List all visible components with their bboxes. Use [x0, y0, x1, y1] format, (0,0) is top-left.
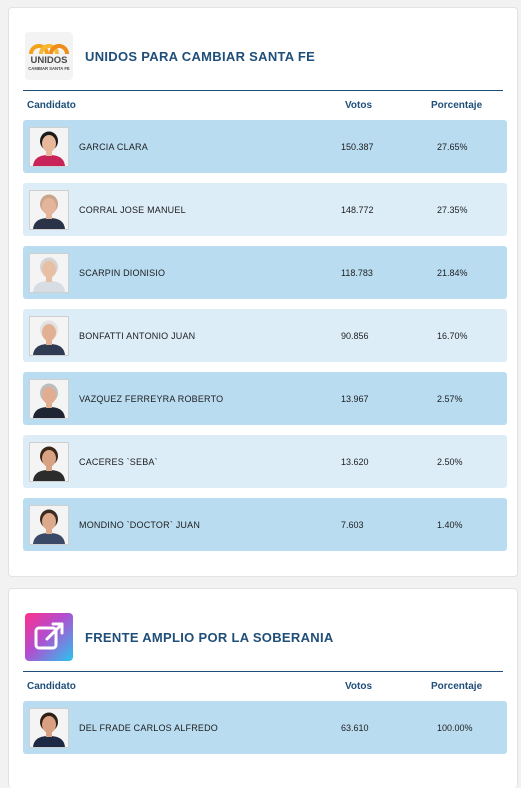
- candidate-name: CORRAL JOSE MANUEL: [79, 204, 186, 215]
- column-header-percent: Porcentaje: [431, 100, 483, 111]
- candidate-votes: 148.772: [341, 204, 374, 215]
- party-name: FRENTE AMPLIO POR LA SOBERANIA: [85, 629, 334, 645]
- candidate-row: CORRAL JOSE MANUEL 148.772 27.35%: [23, 183, 507, 236]
- candidate-percent: 100.00%: [437, 722, 473, 733]
- candidate-votes: 63.610: [341, 722, 369, 733]
- candidate-votes: 150.387: [341, 141, 374, 152]
- candidate-percent: 27.65%: [437, 141, 468, 152]
- svg-text:CAMBIAR SANTA FE: CAMBIAR SANTA FE: [28, 66, 70, 71]
- party-logo: UNIDOS CAMBIAR SANTA FE: [25, 32, 73, 80]
- candidate-row: BONFATTI ANTONIO JUAN 90.856 16.70%: [23, 309, 507, 362]
- candidate-photo: [29, 378, 69, 419]
- divider: [23, 671, 503, 672]
- divider: [23, 90, 503, 91]
- candidate-name: MONDINO `DOCTOR` JUAN: [79, 519, 201, 530]
- party-header: FRENTE AMPLIO POR LA SOBERANIA: [25, 611, 501, 663]
- candidate-name: BONFATTI ANTONIO JUAN: [79, 330, 196, 341]
- candidate-photo: [29, 189, 69, 230]
- column-header-votes: Votos: [345, 681, 373, 692]
- candidate-votes: 90.856: [341, 330, 369, 341]
- column-header-percent: Porcentaje: [431, 681, 483, 692]
- column-header-candidate: Candidato: [27, 681, 76, 692]
- candidate-name: VAZQUEZ FERREYRA ROBERTO: [79, 393, 224, 404]
- candidate-percent: 1.40%: [437, 519, 463, 530]
- party-card: UNIDOS CAMBIAR SANTA FE UNIDOS PARA CAMB…: [8, 7, 518, 577]
- external-link-icon: [25, 613, 73, 661]
- candidate-votes: 7.603: [341, 519, 364, 530]
- candidate-name: GARCIA CLARA: [79, 141, 148, 152]
- candidate-photo: [29, 126, 69, 167]
- candidate-percent: 2.57%: [437, 393, 463, 404]
- candidate-percent: 21.84%: [437, 267, 468, 278]
- candidate-list: DEL FRADE CARLOS ALFREDO 63.610 100.00%: [23, 701, 507, 764]
- party-card: FRENTE AMPLIO POR LA SOBERANIA Candidato…: [8, 588, 518, 788]
- party-name: UNIDOS PARA CAMBIAR SANTA FE: [85, 48, 316, 64]
- candidate-name: CACERES `SEBA`: [79, 456, 158, 467]
- candidate-photo: [29, 504, 69, 545]
- candidate-name: SCARPIN DIONISIO: [79, 267, 166, 278]
- candidate-row: DEL FRADE CARLOS ALFREDO 63.610 100.00%: [23, 701, 507, 754]
- candidate-row: MONDINO `DOCTOR` JUAN 7.603 1.40%: [23, 498, 507, 551]
- candidate-row: SCARPIN DIONISIO 118.783 21.84%: [23, 246, 507, 299]
- candidate-percent: 2.50%: [437, 456, 463, 467]
- candidate-list: GARCIA CLARA 150.387 27.65% CORRAL JOSE MAN…: [23, 120, 507, 561]
- candidate-percent: 16.70%: [437, 330, 468, 341]
- candidate-photo: [29, 252, 69, 293]
- svg-text:UNIDOS: UNIDOS: [31, 55, 68, 66]
- candidate-votes: 13.620: [341, 456, 369, 467]
- candidate-row: VAZQUEZ FERREYRA ROBERTO 13.967 2.57%: [23, 372, 507, 425]
- candidate-percent: 27.35%: [437, 204, 468, 215]
- candidate-votes: 118.783: [341, 267, 373, 278]
- candidate-row: GARCIA CLARA 150.387 27.65%: [23, 120, 507, 173]
- column-header-candidate: Candidato: [27, 100, 76, 111]
- column-header-votes: Votos: [345, 100, 373, 111]
- candidate-photo: [29, 707, 69, 748]
- candidate-photo: [29, 441, 69, 482]
- candidate-name: DEL FRADE CARLOS ALFREDO: [79, 722, 219, 733]
- party-header: UNIDOS CAMBIAR SANTA FE UNIDOS PARA CAMB…: [25, 30, 501, 82]
- candidate-photo: [29, 315, 69, 356]
- candidate-votes: 13.967: [341, 393, 369, 404]
- candidate-row: CACERES `SEBA` 13.620 2.50%: [23, 435, 507, 488]
